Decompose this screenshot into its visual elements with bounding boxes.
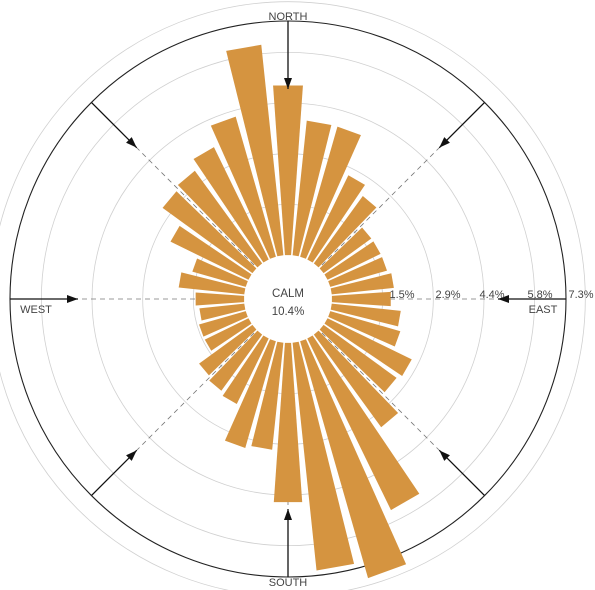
arrow-head <box>439 450 450 461</box>
rose-bar <box>177 170 263 268</box>
rose-bar <box>307 175 365 263</box>
arrow-head <box>126 450 137 461</box>
rose-bar <box>330 273 394 295</box>
west-label: WEST <box>20 304 52 316</box>
rose-bar <box>209 330 263 391</box>
rose-bar <box>273 85 303 256</box>
bars-layer <box>162 44 420 579</box>
arrow-head <box>284 78 292 89</box>
rose-bar <box>273 342 303 503</box>
rose-bar <box>324 318 412 376</box>
rose-bar <box>162 191 257 274</box>
rose-bar <box>307 335 420 511</box>
rose-bar <box>328 311 401 347</box>
ring-label-5: 7.3% <box>568 289 593 301</box>
rose-bar <box>199 311 248 337</box>
south-label: SOUTH <box>269 577 308 589</box>
rose-bar <box>319 324 397 393</box>
rose-bar <box>328 257 388 287</box>
ring-label-2: 2.9% <box>435 289 460 301</box>
direction-arrows <box>10 21 566 577</box>
rose-bar <box>210 116 276 259</box>
arrow-head <box>284 509 292 520</box>
rose-bar <box>292 120 332 257</box>
arrow-head <box>126 137 137 148</box>
east-label: EAST <box>529 304 558 316</box>
rose-bar <box>170 225 252 280</box>
rose-bar <box>300 339 407 579</box>
rose-bar <box>319 227 372 274</box>
rose-bar <box>226 44 284 257</box>
ring-label-4: 5.8% <box>527 289 552 301</box>
rose-bar <box>330 303 401 327</box>
rose-bar <box>178 272 246 295</box>
rose-bar <box>193 147 269 263</box>
north-label: NORTH <box>269 11 308 23</box>
rose-bar <box>251 341 284 450</box>
ring-label-1: 1.5% <box>389 289 414 301</box>
rose-bar <box>199 303 246 321</box>
rose-bar <box>204 318 252 351</box>
rose-bar <box>222 335 269 405</box>
calm-value: 10.4% <box>272 306 305 318</box>
rose-bar <box>331 291 391 307</box>
calm-label: CALM <box>272 288 304 300</box>
rose-bar <box>224 339 276 449</box>
ring-label-3: 4.4% <box>479 289 504 301</box>
arrow-head <box>67 295 78 303</box>
rose-bar <box>324 241 381 280</box>
rose-bar <box>192 258 248 287</box>
rose-bar <box>313 196 377 268</box>
arrow-head <box>439 137 450 148</box>
arrow-head <box>498 295 509 303</box>
rose-bar <box>195 292 245 306</box>
rose-bar <box>313 330 399 428</box>
rose-bar <box>199 324 257 376</box>
rose-bar <box>292 341 355 571</box>
rose-bar <box>300 126 361 259</box>
